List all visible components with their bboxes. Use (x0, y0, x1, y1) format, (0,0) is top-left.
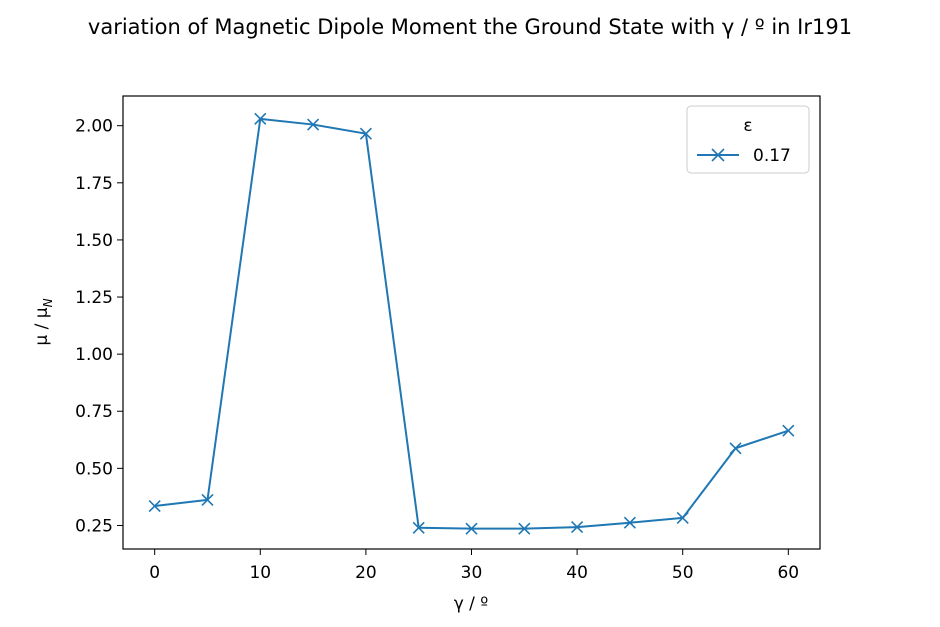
marker-stroke (359, 127, 372, 140)
legend-title: ε (743, 116, 752, 136)
y-tick-label: 1.75 (75, 174, 113, 194)
y-axis-label: μ / μN (32, 298, 55, 345)
marker-stroke (782, 424, 795, 437)
y-tick-label: 2.00 (75, 117, 113, 137)
x-axis-ticks: 0 10 20 30 40 50 60 (149, 549, 799, 583)
data-point-marker (676, 511, 689, 524)
x-tick-label: 50 (672, 563, 694, 583)
x-tick-label: 60 (777, 563, 799, 583)
y-tick-label: 1.25 (75, 288, 113, 308)
y-tick-label: 0.75 (75, 402, 113, 422)
marker-stroke (729, 442, 742, 455)
data-point-marker (623, 516, 636, 529)
x-tick-label: 20 (355, 563, 377, 583)
chart-title: variation of Magnetic Dipole Moment the … (88, 15, 852, 39)
plot-area (122, 95, 821, 550)
marker-stroke (518, 522, 531, 535)
x-tick-label: 40 (566, 563, 588, 583)
data-point-marker (412, 521, 425, 534)
marker-stroke (412, 521, 425, 534)
data-point-marker (254, 112, 267, 125)
y-axis-label-subscript: N (41, 298, 55, 307)
data-point-marker (359, 127, 372, 140)
legend-entry-label: 0.17 (753, 146, 791, 166)
y-axis-label-main: μ / μ (32, 307, 52, 345)
x-tick-label: 10 (249, 563, 271, 583)
data-point-marker (729, 442, 742, 455)
marker-stroke (307, 118, 320, 131)
y-tick-label: 1.00 (75, 345, 113, 365)
marker-stroke (148, 499, 161, 513)
data-point-marker (148, 499, 161, 513)
legend-marker-x (711, 148, 725, 162)
marker-stroke (623, 516, 636, 529)
marker-stroke (465, 522, 478, 535)
data-point-marker (307, 118, 320, 131)
data-point-marker (465, 522, 478, 535)
data-point-marker (571, 521, 584, 534)
y-axis-ticks: 0.25 0.50 0.75 1.00 1.25 1.50 1.75 2.00 (75, 117, 123, 536)
x-axis-label: γ / º (454, 594, 489, 614)
y-tick-label: 1.50 (75, 231, 113, 251)
legend: ε 0.17 (686, 105, 810, 174)
series-layer (148, 112, 795, 535)
data-point-marker (201, 493, 214, 506)
y-tick-label: 0.50 (75, 459, 113, 479)
data-point-marker (782, 424, 795, 437)
x-tick-label: 30 (461, 563, 483, 583)
marker-stroke (201, 493, 214, 506)
marker-stroke (676, 511, 689, 524)
x-tick-label: 0 (149, 563, 160, 583)
data-point-marker (518, 522, 531, 535)
marker-stroke (571, 521, 584, 534)
marker-stroke (254, 112, 267, 125)
y-tick-label: 0.25 (75, 516, 113, 536)
